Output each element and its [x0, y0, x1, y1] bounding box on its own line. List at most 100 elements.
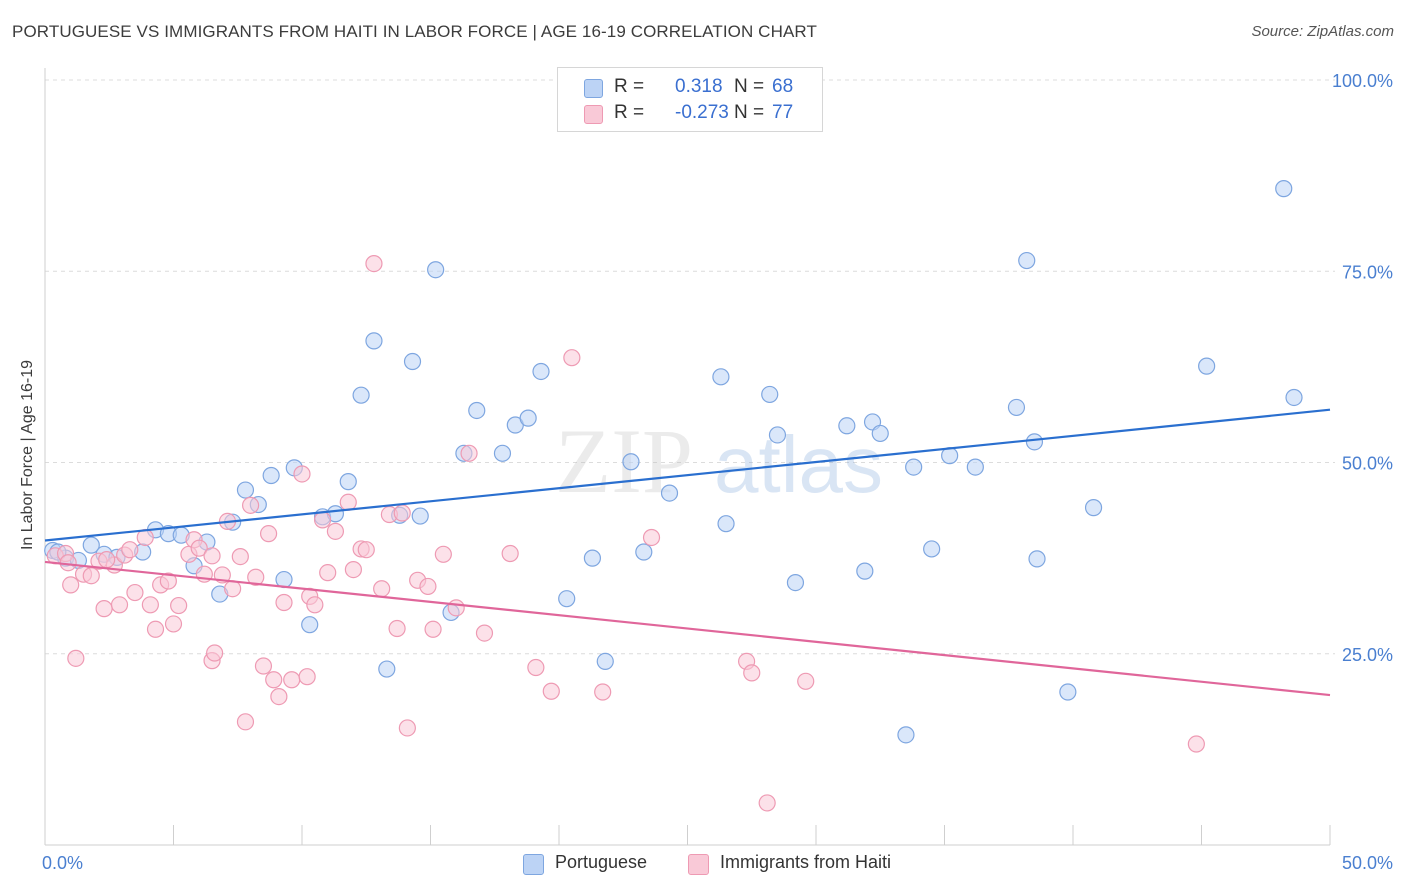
- point-haiti: [121, 541, 139, 559]
- point-haiti: [62, 576, 80, 594]
- point-portuguese: [468, 401, 486, 420]
- point-haiti: [743, 664, 761, 682]
- point-portuguese: [1007, 398, 1026, 417]
- point-portuguese: [352, 386, 370, 404]
- point-haiti: [460, 444, 478, 462]
- axes: [44, 68, 1331, 846]
- point-haiti: [424, 620, 442, 638]
- point-haiti: [82, 567, 100, 585]
- point-haiti: [563, 349, 581, 367]
- point-haiti: [373, 580, 391, 598]
- grid-lines: [45, 79, 1335, 655]
- point-haiti: [298, 668, 316, 686]
- trend-line-haiti: [44, 560, 1331, 697]
- point-portuguese: [339, 473, 357, 491]
- point-portuguese: [768, 426, 787, 444]
- point-haiti: [594, 683, 612, 701]
- point-portuguese: [365, 332, 383, 350]
- point-portuguese: [82, 536, 100, 554]
- y-tick-label: 100.0%: [1332, 71, 1393, 91]
- point-haiti: [419, 577, 437, 596]
- source-label: Source: ZipAtlas.com: [1251, 23, 1394, 40]
- legend-label-portuguese: Portuguese: [555, 852, 648, 872]
- point-haiti: [642, 528, 661, 547]
- point-haiti: [475, 624, 494, 642]
- point-portuguese: [838, 417, 856, 435]
- legend-r-label: R =: [614, 76, 645, 97]
- point-haiti: [203, 547, 221, 565]
- legend-n-value: 68: [772, 76, 794, 97]
- point-haiti: [242, 496, 260, 514]
- point-haiti: [527, 658, 545, 677]
- point-haiti: [141, 596, 159, 614]
- point-haiti: [275, 593, 293, 612]
- series-haiti: [46, 255, 1205, 812]
- point-haiti: [170, 596, 188, 615]
- point-portuguese: [583, 549, 602, 567]
- point-haiti: [98, 551, 116, 569]
- point-portuguese: [905, 458, 923, 476]
- legend-r-label: R =: [614, 102, 645, 123]
- legend-n-label: N =: [734, 102, 765, 123]
- point-portuguese: [635, 543, 653, 561]
- point-portuguese: [1025, 433, 1044, 451]
- point-portuguese: [761, 385, 779, 404]
- point-haiti: [159, 572, 177, 590]
- point-portuguese: [897, 726, 915, 744]
- point-portuguese: [236, 481, 255, 499]
- point-haiti: [388, 619, 406, 638]
- y-axis-title: In Labor Force | Age 16-19: [19, 359, 36, 551]
- point-haiti: [265, 671, 283, 689]
- point-portuguese: [712, 368, 730, 386]
- y-tick-label: 50.0%: [1342, 454, 1393, 474]
- tick-labels: 25.0% 50.0% 75.0% 100.0% 0.0% 50.0%: [42, 71, 1393, 873]
- point-haiti: [758, 794, 776, 812]
- legend-r-value: 0.318: [675, 76, 723, 97]
- point-haiti: [339, 493, 357, 511]
- trend-line-portuguese: [44, 408, 1331, 542]
- point-portuguese: [871, 424, 889, 443]
- point-portuguese: [558, 590, 576, 608]
- legend-n-value: 77: [772, 102, 794, 123]
- point-portuguese: [856, 562, 874, 580]
- point-portuguese: [717, 515, 735, 533]
- point-haiti: [146, 620, 165, 638]
- point-haiti: [344, 560, 362, 579]
- point-haiti: [1187, 735, 1205, 753]
- x-tick-label-min: 0.0%: [42, 853, 83, 873]
- point-portuguese: [786, 574, 805, 592]
- trend-lines: [44, 408, 1331, 697]
- point-portuguese: [427, 261, 445, 279]
- point-haiti: [398, 719, 416, 737]
- point-haiti: [270, 687, 288, 706]
- point-haiti: [357, 541, 375, 559]
- x-tick-label-max: 50.0%: [1342, 853, 1393, 873]
- point-haiti: [190, 539, 208, 557]
- point-portuguese: [1028, 550, 1046, 568]
- point-haiti: [206, 644, 224, 662]
- point-portuguese: [622, 453, 640, 471]
- legend-r-value: -0.273: [675, 102, 729, 123]
- point-haiti: [126, 583, 144, 602]
- point-haiti: [164, 615, 183, 633]
- point-portuguese: [1285, 388, 1303, 407]
- point-haiti: [110, 596, 129, 614]
- point-portuguese: [532, 362, 550, 381]
- point-haiti: [224, 580, 242, 598]
- point-haiti: [283, 671, 301, 689]
- point-portuguese: [1059, 683, 1077, 701]
- point-haiti: [326, 522, 345, 540]
- point-haiti: [247, 568, 265, 586]
- point-portuguese: [403, 352, 422, 371]
- point-portuguese: [923, 540, 941, 558]
- point-portuguese: [1275, 180, 1293, 198]
- point-haiti: [231, 547, 249, 566]
- point-portuguese: [519, 409, 537, 427]
- point-haiti: [95, 600, 113, 618]
- stats-legend: R = 0.318 N = 68 R = -0.273 N = 77: [557, 67, 823, 132]
- point-portuguese: [660, 484, 679, 502]
- legend-n-label: N =: [734, 76, 765, 97]
- point-portuguese: [966, 458, 984, 476]
- point-haiti: [447, 599, 465, 617]
